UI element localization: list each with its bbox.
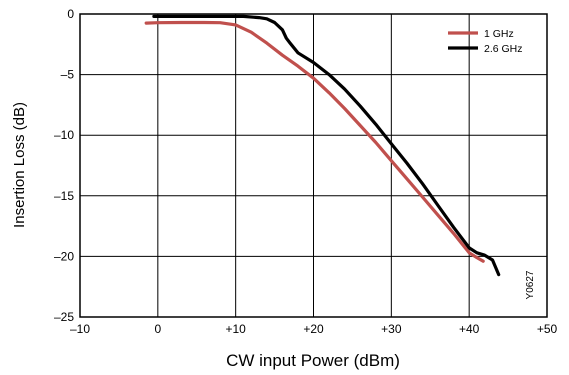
y-axis-title: Insertion Loss (dB) [11, 102, 28, 228]
x-tick-label: 0 [154, 322, 161, 336]
legend-label: 2.6 GHz [484, 43, 523, 55]
y-tick-label: 0 [67, 7, 74, 21]
x-tick-label: +20 [303, 322, 324, 336]
x-tick-label: –10 [70, 322, 90, 336]
x-tick-label: +10 [225, 322, 246, 336]
x-tick-labels: –10 0 +10 +20 +30 +40 +50 [70, 322, 558, 336]
y-tick-label: –20 [54, 249, 74, 263]
y-tick-label: –15 [54, 189, 74, 203]
legend-label: 1 GHz [484, 28, 514, 40]
y-tick-label: –25 [54, 310, 74, 324]
grid-lines [80, 14, 547, 317]
series-line-2-6-ghz [152, 14, 501, 277]
x-tick-label: +30 [381, 322, 402, 336]
x-tick-label: +40 [459, 322, 480, 336]
y-tick-label: –5 [61, 68, 75, 82]
plot-lines [144, 14, 501, 277]
x-axis-title: CW input Power (dBm) [226, 351, 400, 370]
figure-code: Y0627 [525, 270, 536, 299]
legend: 1 GHz 2.6 GHz [448, 28, 523, 55]
y-tick-labels: 0 –5 –10 –15 –20 –25 [54, 7, 74, 324]
y-tick-label: –10 [54, 128, 74, 142]
series-line-1-ghz [144, 20, 485, 263]
x-tick-label: +50 [537, 322, 558, 336]
plot-frame [79, 13, 548, 318]
